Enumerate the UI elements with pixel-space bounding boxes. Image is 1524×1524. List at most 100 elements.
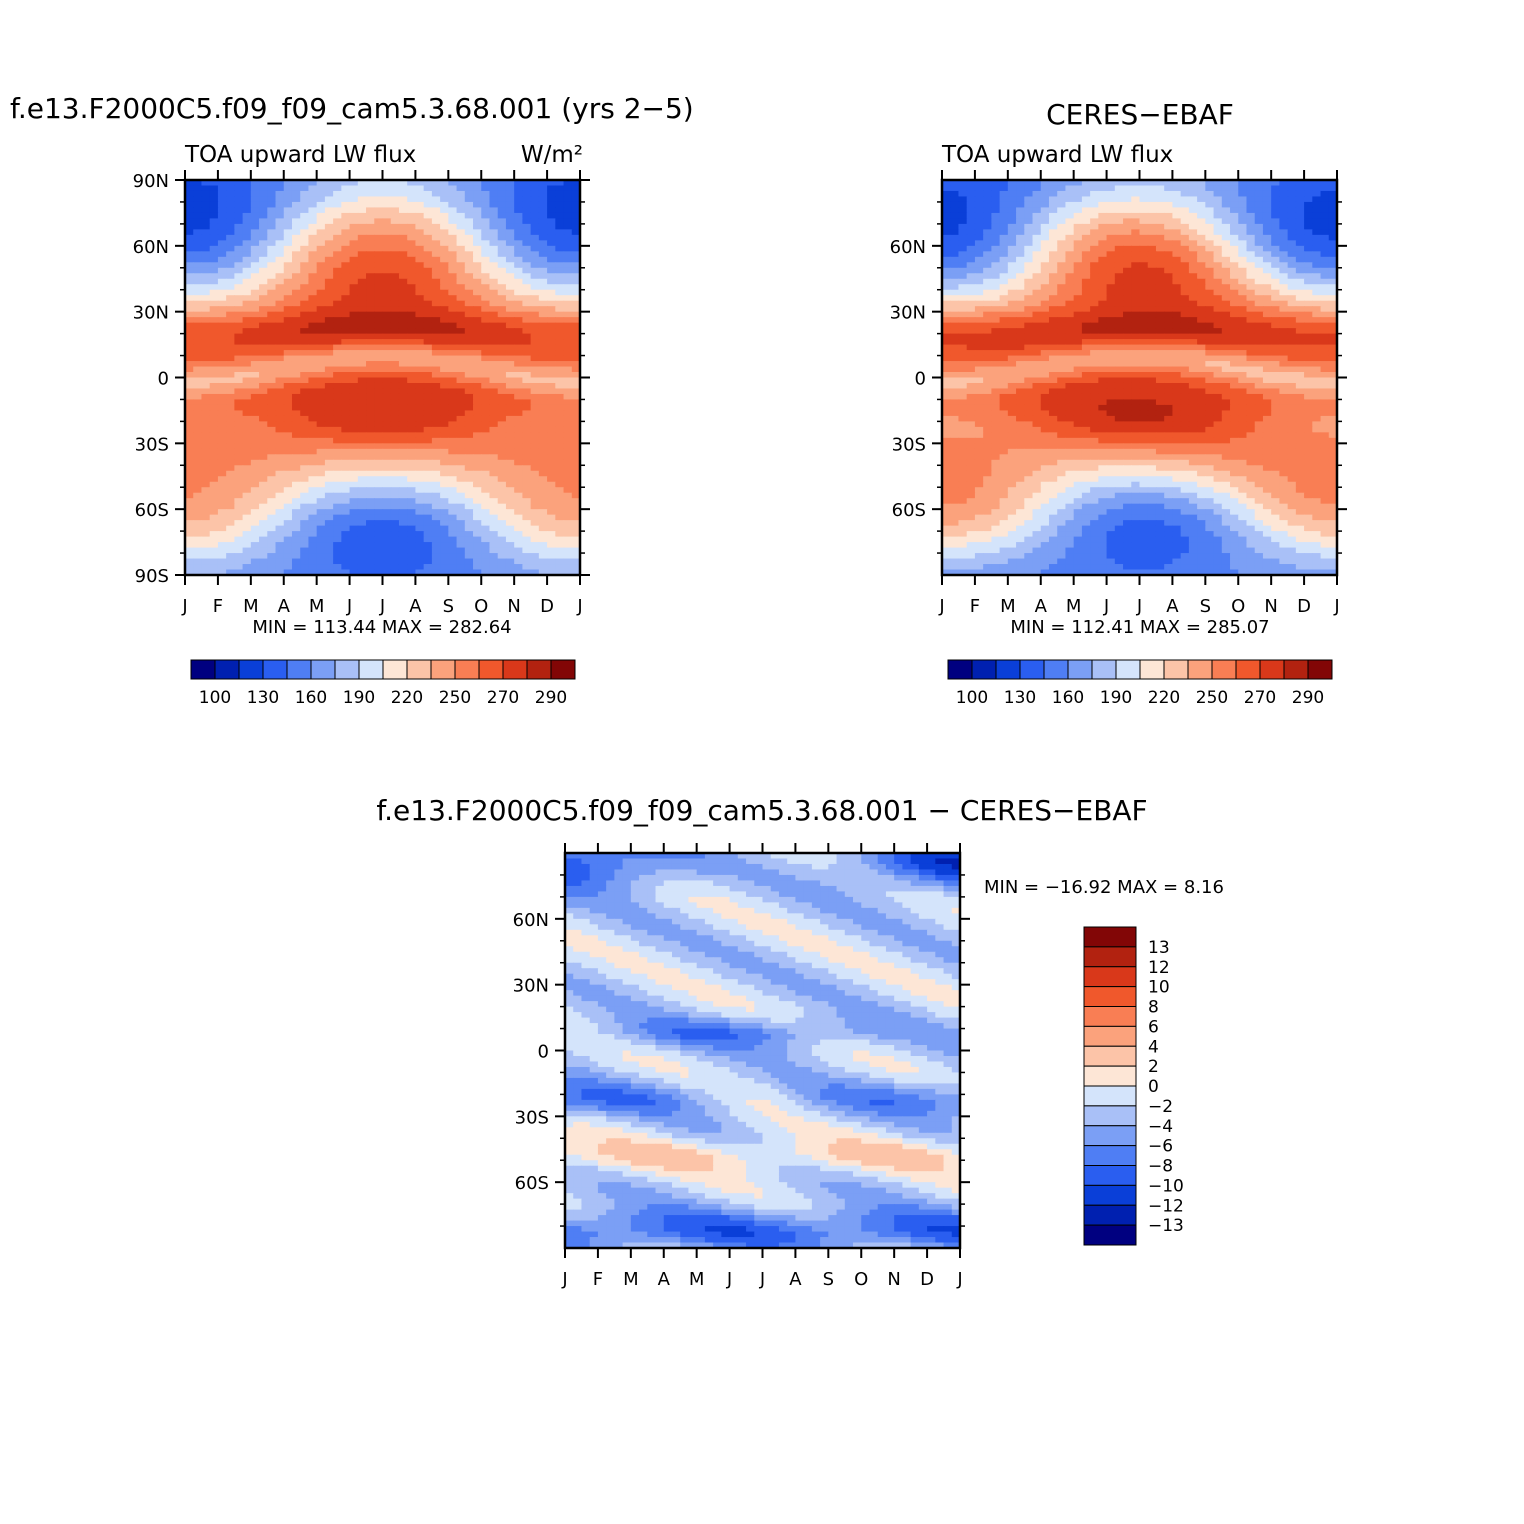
contour-cell (1262, 295, 1272, 302)
contour-cell (226, 240, 235, 247)
contour-cell (185, 503, 194, 510)
contour-cell (201, 525, 211, 532)
contour-cell (1048, 333, 1058, 340)
contour-cell (1139, 322, 1149, 329)
contour-cell (1238, 245, 1248, 252)
contour-cell (464, 284, 474, 291)
contour-cell (1007, 278, 1017, 285)
contour-cell (547, 399, 556, 406)
contour-cell (456, 289, 466, 296)
contour-cell (1155, 322, 1165, 329)
contour-cell (1304, 185, 1313, 192)
contour-cell (357, 509, 367, 516)
contour-cell (1048, 196, 1058, 203)
contour-cell (283, 306, 293, 313)
contour-cell (357, 289, 367, 296)
contour-cell (1197, 234, 1206, 241)
contour-cell (275, 185, 285, 192)
contour-cell (563, 223, 573, 230)
contour-cell (1114, 251, 1124, 258)
contour-cell (555, 437, 565, 444)
contour-cell (1155, 212, 1165, 220)
contour-cell (316, 465, 326, 472)
contour-cell (497, 223, 507, 230)
contour-cell (390, 212, 400, 220)
contour-cell (456, 295, 466, 302)
contour-cell (234, 289, 244, 296)
contour-cell (382, 432, 392, 439)
contour-cell (234, 509, 244, 516)
contour-cell (291, 443, 301, 450)
contour-cell (1098, 201, 1108, 209)
contour-cell (226, 317, 235, 324)
contour-cell (547, 459, 556, 466)
contour-cell (185, 317, 194, 324)
contour-cell (522, 306, 532, 313)
contour-cell (1172, 196, 1182, 203)
contour-cell (1164, 273, 1174, 280)
contour-cell (1238, 317, 1248, 324)
contour-cell (505, 564, 515, 571)
contour-cell (538, 212, 548, 220)
contour-cell (1164, 234, 1174, 241)
contour-cell (1287, 245, 1297, 252)
contour-cell (1172, 218, 1182, 225)
contour-cell (489, 322, 499, 329)
contour-cell (275, 443, 285, 450)
contour-cell (514, 393, 523, 401)
contour-cell (563, 185, 573, 192)
contour-cell (217, 503, 227, 510)
contour-cell (226, 300, 235, 307)
contour-cell (259, 547, 268, 554)
contour-cell (1205, 240, 1215, 247)
contour-cell (415, 201, 425, 209)
contour-cell (530, 207, 540, 214)
contour-cell (456, 223, 466, 230)
contour-cell (563, 229, 573, 236)
contour-cell (209, 503, 219, 510)
contour-cell (1295, 295, 1305, 302)
contour-cell (1188, 300, 1198, 307)
contour-cell (234, 190, 244, 198)
contour-cell (563, 503, 573, 510)
contour-cell (1081, 328, 1091, 335)
contour-cell (423, 388, 433, 395)
contour-cell (300, 328, 310, 335)
contour-cell (456, 339, 466, 346)
contour-cell (1287, 201, 1297, 209)
contour-cell (300, 476, 310, 483)
contour-cell (505, 180, 515, 187)
contour-cell (357, 536, 367, 543)
contour-cell (1205, 333, 1215, 340)
contour-cell (316, 256, 326, 263)
contour-cell (1172, 234, 1182, 241)
contour-cell (259, 251, 268, 258)
contour-cell (259, 476, 268, 483)
contour-cell (1139, 245, 1149, 252)
contour-cell (1098, 333, 1108, 340)
contour-cell (300, 410, 310, 417)
contour-cell (942, 218, 951, 225)
contour-cell (423, 426, 433, 433)
contour-cell (1213, 201, 1223, 209)
contour-cell (1246, 245, 1256, 252)
contour-cell (242, 525, 252, 532)
contour-cell (1131, 317, 1141, 324)
contour-cell (341, 262, 351, 269)
contour-cell (547, 322, 556, 329)
contour-cell (1131, 339, 1141, 346)
contour-cell (308, 421, 318, 428)
contour-cell (374, 564, 384, 571)
contour-cell (514, 426, 523, 433)
contour-cell (291, 251, 301, 258)
contour-cell (950, 328, 960, 335)
contour-cell (464, 372, 474, 379)
contour-cell (209, 218, 219, 225)
contour-cell (423, 350, 433, 357)
contour-cell (423, 525, 433, 532)
contour-cell (1197, 311, 1206, 318)
contour-cell (193, 536, 203, 543)
contour-cell (316, 185, 326, 192)
contour-cell (473, 344, 482, 351)
contour-cell (193, 547, 203, 554)
